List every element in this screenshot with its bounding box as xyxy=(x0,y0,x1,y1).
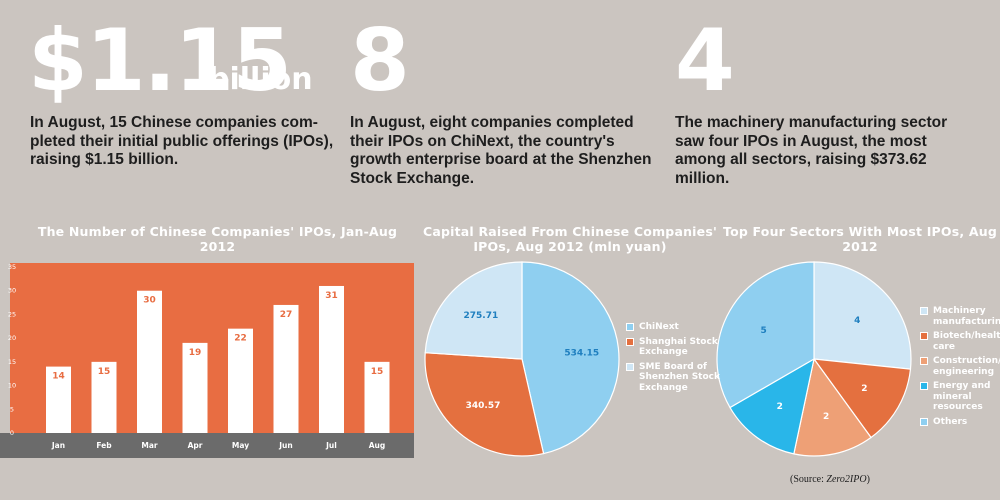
stat-description: In August, 15 Chinese companies com-plet… xyxy=(30,114,334,168)
bar xyxy=(319,285,344,433)
bar-value-label: 14 xyxy=(52,372,65,382)
y-tick-label: 10 xyxy=(8,382,16,390)
bar-chart-title: The Number of Chinese Companies' IPOs, J… xyxy=(37,224,398,254)
pie-slice xyxy=(793,357,872,457)
bar-value-label: 15 xyxy=(98,367,111,377)
legend-label: Energy and mineral resources xyxy=(933,381,991,412)
legend-item: Others xyxy=(920,417,1000,428)
sectors-pie-chart: 4 2 2 2 5 xyxy=(716,261,912,457)
source-name: Zero2IPO xyxy=(826,474,867,485)
pie-slice xyxy=(813,261,912,370)
bar xyxy=(228,328,253,433)
stat-description: In August, eight companies completed the… xyxy=(350,114,652,187)
legend-item: Shanghai Stock Exchange xyxy=(626,337,721,358)
bar-value-label: 31 xyxy=(325,291,338,301)
slice-value-label: 5 xyxy=(760,326,766,336)
y-tick-label: 5 xyxy=(10,405,14,413)
legend-item: Construction/ engineering xyxy=(920,356,1000,377)
legend-swatch xyxy=(920,382,928,390)
pie-slice xyxy=(424,261,523,360)
capital-pie-legend: ChiNext Shanghai Stock Exchange SME Board … xyxy=(626,322,721,397)
legend-label: Machinery manufacturing xyxy=(933,306,1000,327)
slice-value-label: 2 xyxy=(823,412,829,422)
legend-item: Machinery manufacturing xyxy=(920,306,1000,327)
bar-chart: 0 5 10 15 20 25 30 35 14 Jan 15 Feb 30 Mar 19 Apr 22 May 2… xyxy=(0,263,414,458)
legend-swatch xyxy=(920,357,928,365)
legend-label: ChiNext xyxy=(639,322,679,332)
bar-plot-area xyxy=(10,263,414,433)
slice-value-label: 534.15 xyxy=(564,348,599,358)
bar xyxy=(364,361,390,433)
bar xyxy=(273,304,299,433)
pie-slice xyxy=(729,357,815,455)
y-tick-label: 25 xyxy=(8,310,16,318)
legend-swatch xyxy=(626,323,634,331)
y-tick-label: 20 xyxy=(8,334,16,342)
legend-swatch xyxy=(626,337,634,346)
legend-item: SME Board of Shenzhen Stock Exchange xyxy=(626,362,721,394)
legend-label: Others xyxy=(933,416,968,427)
slice-value-label: 2 xyxy=(861,384,867,394)
capital-pie-title: Capital Raised From Chinese Companies' I… xyxy=(422,224,718,254)
bar xyxy=(182,342,208,433)
legend-label: Shanghai Stock Exchange xyxy=(639,336,718,358)
bar-value-label: 15 xyxy=(371,367,384,377)
x-tick-label: Jan xyxy=(51,441,65,450)
stat-description: The machinery manufacturing sector saw f… xyxy=(675,114,948,187)
y-tick-label: 35 xyxy=(8,263,16,271)
pie-slice xyxy=(521,261,620,455)
legend-item: Energy and mineral resources xyxy=(920,381,1000,413)
bar-value-label: 22 xyxy=(234,334,247,344)
slice-value-label: 340.57 xyxy=(466,401,501,411)
pie-slice xyxy=(716,261,815,409)
x-tick-label: Jun xyxy=(278,441,292,450)
stat-unit: billion xyxy=(208,62,313,97)
legend-swatch xyxy=(920,307,928,315)
legend-swatch xyxy=(920,332,928,340)
legend-label: Biotech/health care xyxy=(933,331,1000,352)
bar-value-label: 30 xyxy=(143,296,156,306)
stat-value: 8 xyxy=(350,11,410,111)
y-tick-label: 15 xyxy=(8,358,16,366)
y-tick-label: 0 xyxy=(10,429,14,437)
pie-slice xyxy=(812,358,912,439)
legend-label: Construction/ engineering xyxy=(933,356,1000,377)
x-tick-label: Apr xyxy=(188,441,203,450)
legend-swatch xyxy=(626,362,634,371)
legend-swatch xyxy=(920,417,928,426)
bar-value-label: 19 xyxy=(189,348,202,358)
bar xyxy=(91,361,117,433)
stat-value: $1.15 xyxy=(28,11,292,111)
stat-value: 4 xyxy=(675,11,735,111)
bar-value-label: 27 xyxy=(280,310,293,320)
slice-value-label: 4 xyxy=(854,316,860,326)
bar xyxy=(137,290,162,433)
legend-label: SME Board of Shenzhen Stock Exchange xyxy=(639,361,720,393)
legend-item: Biotech/health care xyxy=(920,331,1000,352)
bar xyxy=(46,366,71,433)
slice-value-label: 2 xyxy=(777,402,783,412)
source-note: (Source: Zero2IPO) xyxy=(790,474,870,485)
slice-value-label: 275.71 xyxy=(464,311,499,321)
sectors-pie-legend: Machinery manufacturing Biotech/health ca… xyxy=(920,306,1000,431)
pie-slice xyxy=(424,352,545,457)
sectors-pie-title: Top Four Sectors With Most IPOs, Aug 201… xyxy=(723,224,997,254)
x-tick-label: Mar xyxy=(141,441,158,450)
legend-item: ChiNext xyxy=(626,322,721,333)
x-tick-label: Jul xyxy=(325,441,337,450)
y-tick-label: 30 xyxy=(8,287,16,295)
y-axis-area xyxy=(0,263,10,433)
x-tick-label: Feb xyxy=(96,441,112,450)
x-tick-label: Aug xyxy=(369,441,386,450)
x-axis-strip xyxy=(0,433,414,458)
x-tick-label: May xyxy=(232,441,249,450)
capital-pie-chart: 534.15 340.57 275.71 xyxy=(424,261,620,457)
